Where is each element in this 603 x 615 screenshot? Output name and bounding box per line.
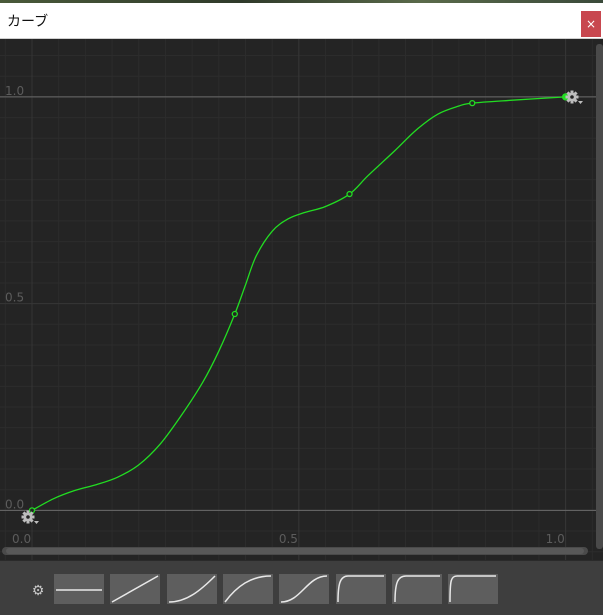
- close-button[interactable]: ×: [581, 11, 601, 37]
- preset-step-start-soft[interactable]: [336, 574, 386, 604]
- vertical-scrollbar[interactable]: [596, 44, 603, 549]
- y-tick-label: 1.0: [5, 84, 24, 98]
- keyframe-point[interactable]: [231, 310, 238, 318]
- preset-ease-out[interactable]: [223, 574, 273, 604]
- window-top-edge: [0, 0, 603, 3]
- x-tick-label: 0.5: [279, 532, 298, 546]
- gear-dropdown-icon[interactable]: [565, 90, 584, 105]
- preset-ease-in-out[interactable]: [279, 574, 329, 604]
- curve-editor[interactable]: 0.0 0.5 1.0 0.0 0.5 1.0: [0, 39, 603, 560]
- horizontal-scrollbar[interactable]: [2, 547, 588, 555]
- preset-constant[interactable]: [54, 574, 104, 604]
- y-tick-label: 0.0: [5, 497, 24, 511]
- preset-linear[interactable]: [110, 574, 160, 604]
- curve-plot[interactable]: 0.0 0.5 1.0 0.0 0.5 1.0: [0, 39, 603, 560]
- keyframe-point[interactable]: [469, 99, 476, 107]
- window-title: カーブ: [7, 14, 49, 30]
- preset-ease-in[interactable]: [167, 574, 217, 604]
- curve-line: [31, 96, 566, 511]
- x-tick-label: 0.0: [12, 532, 31, 546]
- gear-dropdown-icon[interactable]: [21, 510, 40, 525]
- y-tick-label: 0.5: [5, 291, 24, 305]
- preset-step-start-mid[interactable]: [392, 574, 442, 604]
- preset-step-start-sharp[interactable]: [448, 574, 498, 604]
- preset-gear-icon[interactable]: ⚙: [31, 583, 45, 599]
- preset-bar: ⚙: [0, 560, 603, 615]
- x-tick-label: 1.0: [546, 532, 565, 546]
- horizontal-scrollbar-thumb[interactable]: [6, 548, 584, 554]
- keyframe-point[interactable]: [346, 190, 353, 198]
- title-bar[interactable]: カーブ ×: [0, 3, 603, 39]
